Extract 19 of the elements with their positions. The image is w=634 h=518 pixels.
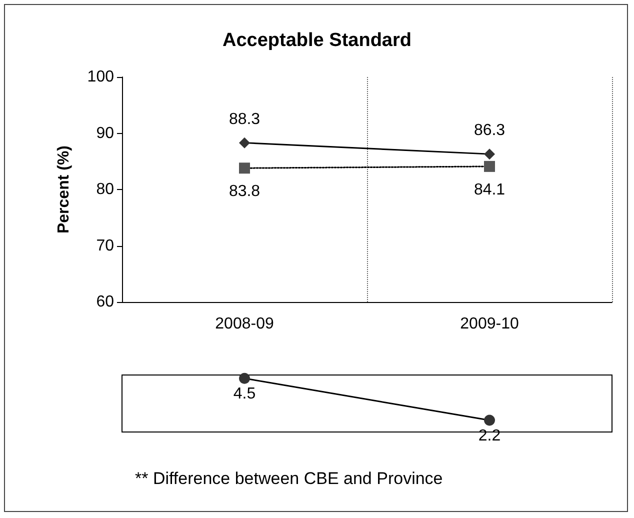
point (484, 160, 495, 172)
y-tick-label: 90 (96, 124, 114, 142)
chart-title: Acceptable Standard (222, 30, 412, 51)
data-label: 4.5 (233, 385, 256, 402)
x-tick-label: 2008-09 (215, 316, 274, 332)
data-label: 83.8 (228, 183, 260, 200)
text: ** Difference between CBE and Province (135, 469, 443, 488)
point (239, 162, 250, 174)
data-label: 86.3 (474, 122, 506, 140)
y-tick-label: 70 (96, 237, 114, 254)
y-tick-label: 100 (87, 68, 114, 86)
point (484, 148, 495, 160)
data-label: 88.3 (228, 110, 260, 128)
y-tick-label: 60 (96, 294, 114, 310)
point (239, 137, 250, 148)
x-tick-label: 2009-10 (460, 316, 519, 332)
y-axis-title: Percent (%) (56, 145, 72, 234)
data-label: 84.1 (474, 181, 506, 198)
y-tick-label: 80 (96, 181, 114, 198)
